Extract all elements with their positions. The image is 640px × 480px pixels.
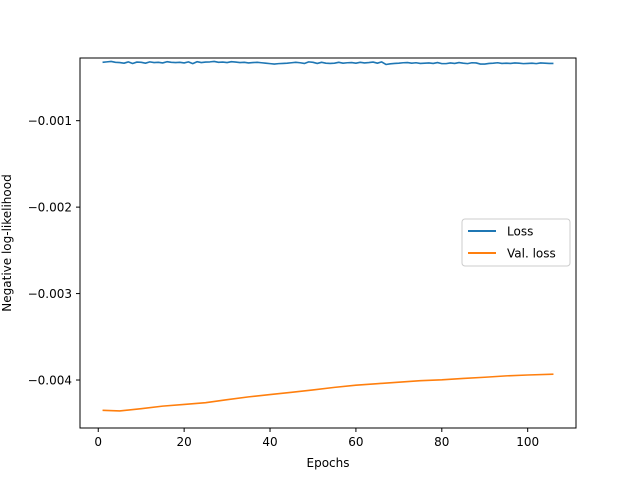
y-tick-label: −0.001 xyxy=(28,114,72,128)
series-line-val-loss xyxy=(102,373,554,412)
x-ticks: 0 20 40 60 80 100 xyxy=(94,428,539,449)
x-tick-label: 0 xyxy=(94,435,102,449)
y-axis-label: Negative log-likelihood xyxy=(0,174,14,311)
x-tick-label: 40 xyxy=(262,435,277,449)
y-tick-label: −0.004 xyxy=(28,374,72,388)
y-tick-label: −0.003 xyxy=(28,287,72,301)
plot-frame xyxy=(79,57,577,429)
x-tick-label: 80 xyxy=(434,435,449,449)
x-axis-label: Epochs xyxy=(307,456,350,470)
x-tick-label: 100 xyxy=(516,435,539,449)
y-tick-label: −0.002 xyxy=(28,201,72,215)
x-tick-label: 20 xyxy=(176,435,191,449)
legend: Loss Val. loss xyxy=(461,218,571,267)
legend-label-val-loss: Val. loss xyxy=(507,247,556,261)
legend-label-loss: Loss xyxy=(507,225,533,239)
series-line-loss xyxy=(102,60,554,66)
y-ticks: −0.001 −0.002 −0.003 −0.004 xyxy=(28,114,80,388)
series-layer xyxy=(102,60,554,412)
x-tick-label: 60 xyxy=(348,435,363,449)
